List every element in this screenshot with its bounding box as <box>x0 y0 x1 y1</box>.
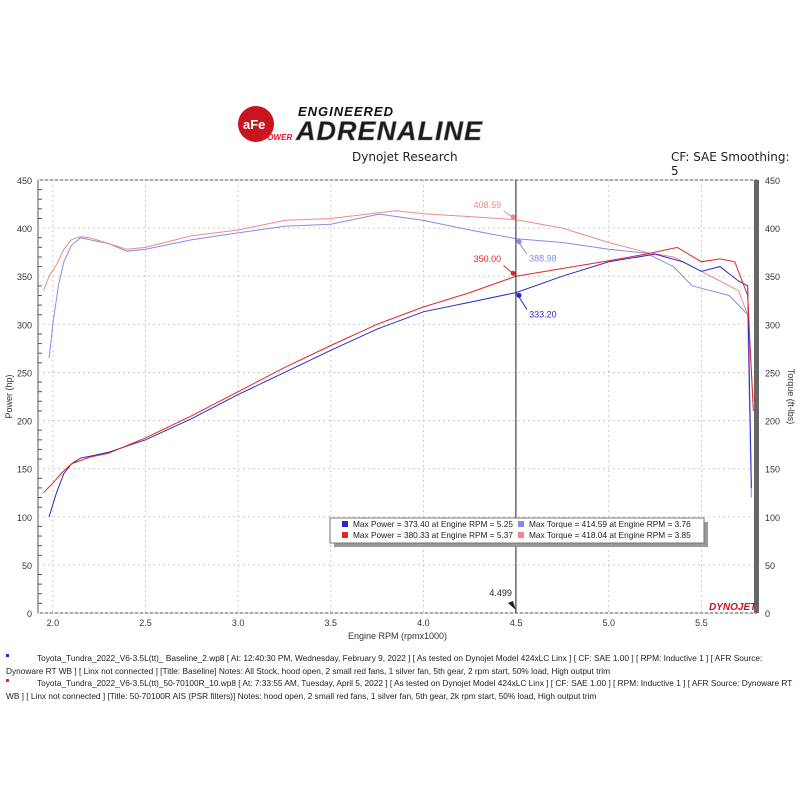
series-line-ais-power <box>43 246 754 494</box>
legend-swatch <box>342 521 348 527</box>
chart-title: Dynojet Research <box>352 150 458 164</box>
series-color-marker <box>6 654 9 657</box>
y-axis-title: Power (hp) <box>4 374 14 418</box>
annotation-arrow-icon <box>516 239 522 245</box>
x-tick-label: 3.5 <box>325 618 338 628</box>
dyno-chart: 0 0 50 50 100 100 150 150 200 200 250 250 300 300 350 3… <box>4 176 796 641</box>
x-tick-label: 4.0 <box>417 618 430 628</box>
annotations: 408.59 388.98 350.00 333.20 <box>474 200 557 320</box>
y-tick-label: 250 <box>17 368 32 378</box>
annotation-label: 388.98 <box>529 254 557 264</box>
legend-box <box>329 517 705 544</box>
grid <box>37 179 758 614</box>
svg-text:ADRENALINE: ADRENALINE <box>295 116 483 144</box>
annotation-label: 350.00 <box>474 254 502 264</box>
series-line-baseline-torque <box>48 213 752 498</box>
y2-tick-label: 100 <box>765 513 780 523</box>
smoothing-settings: CF: SAE Smoothing: 5 <box>671 150 790 178</box>
x-axis-title: Engine RPM (rpmx1000) <box>348 631 447 641</box>
cursor-arrow-icon <box>507 601 516 610</box>
legend-entry: Max Power = 373.40 at Engine RPM = 5.25 <box>353 519 513 529</box>
y2-tick-label: 200 <box>765 417 780 427</box>
annotation-arrow-icon <box>510 214 516 220</box>
run-note-ais: Toyota_Tundra_2022_V6-3.5L(tt)_50-70100R… <box>6 678 793 701</box>
legend-entry: Max Power = 380.33 at Engine RPM = 5.37 <box>353 530 513 540</box>
cursor-value-label: 4.499 <box>489 588 512 598</box>
y-tick-label: 0 <box>27 609 32 619</box>
y-tick-label: 300 <box>17 320 32 330</box>
legend-entry: Max Torque = 414.59 at Engine RPM = 3.76 <box>529 519 691 529</box>
y2-tick-label: 300 <box>765 320 780 330</box>
x-tick-label: 5.5 <box>695 618 708 628</box>
annotation-label: 408.59 <box>474 200 502 210</box>
legend: Max Power = 373.40 at Engine RPM = 5.25 M… <box>329 517 708 547</box>
x-tick-label: 5.0 <box>602 618 615 628</box>
svg-text:aFe: aFe <box>243 117 265 132</box>
annotation-arrow-icon <box>510 270 516 276</box>
annotation-arrow-icon <box>516 292 522 298</box>
run-note-baseline: Toyota_Tundra_2022_V6-3.5L(tt)_ Baseline… <box>6 653 763 676</box>
y2-tick-label: 150 <box>765 465 780 475</box>
run-notes: Toyota_Tundra_2022_V6-3.5L(tt)_ Baseline… <box>6 652 796 702</box>
y2-axis-title: Torque (ft-lbs) <box>786 369 796 425</box>
y-tick-label: 450 <box>17 176 32 186</box>
y2-tick-label: 50 <box>765 561 775 571</box>
y2-tick-label: 350 <box>765 272 780 282</box>
legend-swatch <box>518 532 524 538</box>
legend-swatch <box>342 532 348 538</box>
y-tick-label: 200 <box>17 417 32 427</box>
x-tick-label: 2.0 <box>47 618 60 628</box>
series-color-marker <box>6 679 9 682</box>
x-tick-label: 4.5 <box>510 618 523 628</box>
svg-text:POWER: POWER <box>262 133 292 142</box>
dynojet-watermark: DYNOJET <box>709 602 757 613</box>
x-tick-label: 2.5 <box>139 618 152 628</box>
svg-text:ENGINEERED: ENGINEERED <box>298 104 394 119</box>
y2-tick-label: 0 <box>765 609 770 619</box>
y-tick-label: 400 <box>17 224 32 234</box>
axes: 0 0 50 50 100 100 150 150 200 200 250 250 300 300 350 3… <box>4 176 796 641</box>
legend-entry: Max Torque = 418.04 at Engine RPM = 3.85 <box>529 530 691 540</box>
y2-tick-label: 250 <box>765 368 780 378</box>
y-tick-label: 150 <box>17 465 32 475</box>
legend-swatch <box>518 521 524 527</box>
y-tick-label: 350 <box>17 272 32 282</box>
y-tick-label: 50 <box>22 561 32 571</box>
afe-adrenaline-logo: aFe POWER ENGINEERED ADRENALINE <box>238 104 483 144</box>
y-tick-label: 100 <box>17 513 32 523</box>
y2-tick-label: 450 <box>765 176 780 186</box>
x-tick-label: 3.0 <box>232 618 245 628</box>
right-axis-bar <box>754 180 759 613</box>
annotation-label: 333.20 <box>529 309 557 319</box>
series-line-baseline-power <box>48 253 752 517</box>
y2-tick-label: 400 <box>765 224 780 234</box>
